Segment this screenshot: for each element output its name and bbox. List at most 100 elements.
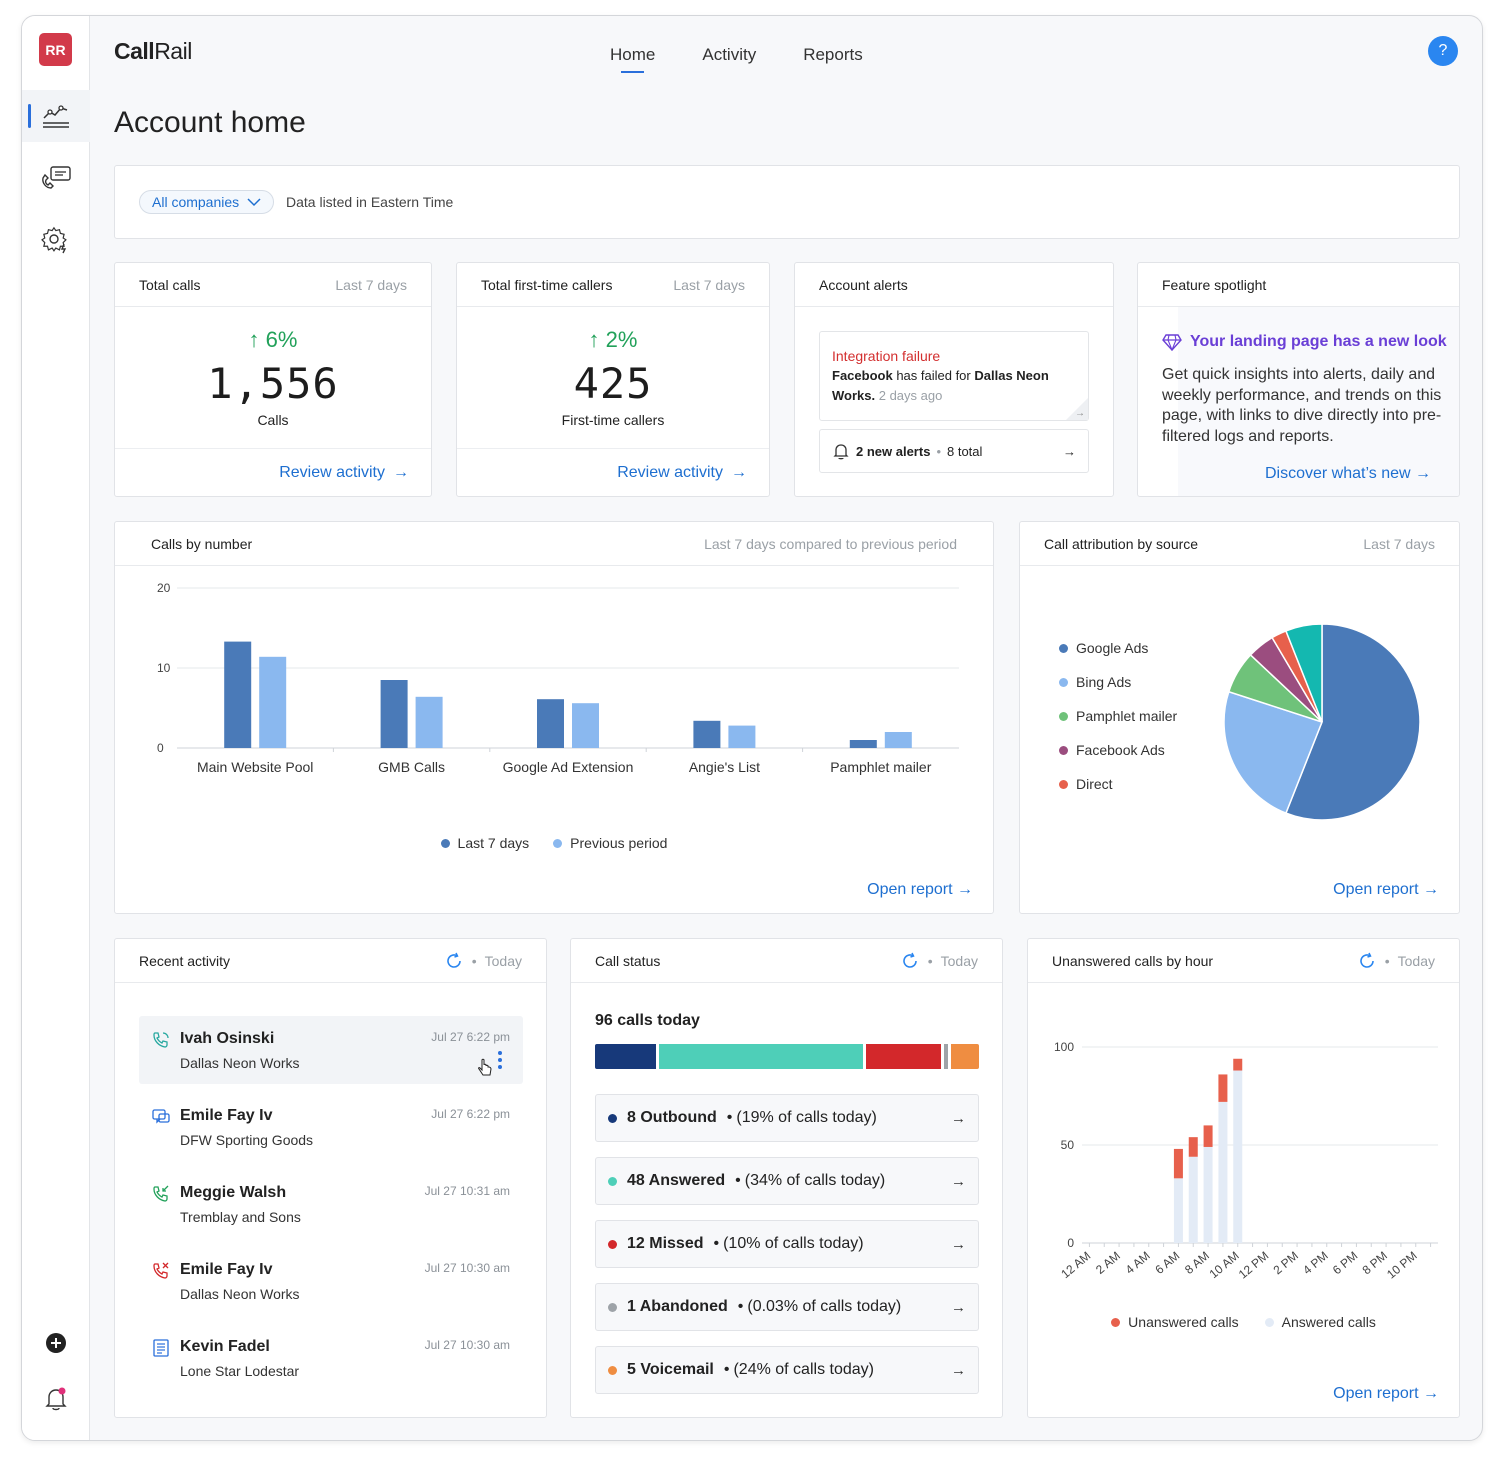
activity-row[interactable]: Meggie Walsh Tremblay and Sons Jul 27 10…: [139, 1170, 523, 1238]
kpi-label: Calls: [257, 412, 289, 428]
sidebar: RR: [22, 16, 90, 1440]
card-title: Total first-time callers: [481, 276, 613, 293]
arrow-right-icon: →: [951, 1298, 966, 1316]
bar-segment[interactable]: [1218, 1101, 1228, 1243]
help-button[interactable]: ?: [1428, 36, 1458, 66]
status-row-voicemail[interactable]: 5 Voicemail • (24% of calls today) →: [595, 1346, 979, 1394]
bar-segment[interactable]: [1188, 1137, 1198, 1157]
legend-item: Direct: [1059, 776, 1177, 792]
bar-segment[interactable]: [1203, 1125, 1213, 1147]
bar-segment[interactable]: [1218, 1074, 1228, 1102]
refresh-icon[interactable]: [444, 951, 464, 971]
nav-home[interactable]: Home: [610, 45, 656, 73]
x-tick-label: Pamphlet mailer: [830, 759, 931, 775]
arrow-right-icon: →: [1415, 465, 1431, 482]
first-time-callers-card: Total first-time callers Last 7 days ↑ 2%…: [456, 262, 770, 497]
calls-total: 96 calls today: [595, 1012, 700, 1029]
app-window: RR CallRail Home Activity Reports ? Acco…: [21, 15, 1483, 1441]
alert-item[interactable]: Integration failure Facebook has failed …: [819, 331, 1089, 421]
timezone-note: Data listed in Eastern Time: [286, 194, 454, 210]
timestamp: Jul 27 6:22 pm: [431, 1030, 510, 1044]
contact-name: Emile Fay Iv: [180, 1107, 273, 1124]
date-range: Today: [1397, 952, 1435, 969]
bar-segment[interactable]: [1233, 1058, 1243, 1071]
open-report-link[interactable]: Open report: [867, 881, 953, 898]
callrail-logo[interactable]: CallRail: [114, 38, 192, 64]
arrow-right-icon: →: [951, 1109, 966, 1127]
notifications-icon[interactable]: [22, 1386, 90, 1412]
refresh-icon[interactable]: [1357, 951, 1377, 971]
spotlight-background-graphic: [1178, 307, 1459, 496]
main-nav: Home Activity Reports: [610, 45, 863, 73]
bar[interactable]: [259, 656, 287, 748]
x-tick-label: 12 PM: [1236, 1249, 1272, 1282]
bar[interactable]: [224, 641, 252, 748]
contact-name: Kevin Fadel: [180, 1338, 270, 1355]
call-attribution-card: Call attribution by source Last 7 days Go…: [1019, 521, 1460, 914]
account-avatar[interactable]: RR: [39, 33, 72, 66]
activity-row[interactable]: Kevin Fadel Lone Star Lodestar Jul 27 10…: [139, 1324, 523, 1392]
open-report-link[interactable]: Open report: [1333, 1385, 1419, 1402]
x-tick-label: 2 PM: [1271, 1249, 1301, 1278]
company-name: Dallas Neon Works: [180, 1055, 300, 1071]
arrow-up-icon: ↑: [248, 327, 260, 352]
bar[interactable]: [728, 725, 756, 748]
discover-link[interactable]: Discover what’s new: [1265, 465, 1411, 482]
status-row-missed[interactable]: 12 Missed • (10% of calls today) →: [595, 1220, 979, 1268]
x-tick-label: 4 PM: [1300, 1249, 1330, 1278]
more-options-icon[interactable]: [497, 1050, 503, 1070]
status-row-answered[interactable]: 48 Answered • (34% of calls today) →: [595, 1157, 979, 1205]
status-row-abandoned[interactable]: 1 Abandoned • (0.03% of calls today) →: [595, 1283, 979, 1331]
card-title: Unanswered calls by hour: [1052, 952, 1214, 969]
bar-segment[interactable]: [1173, 1178, 1183, 1243]
nav-reports[interactable]: Reports: [803, 45, 863, 64]
open-report-link[interactable]: Open report: [1333, 881, 1419, 898]
x-tick-label: 6 PM: [1330, 1249, 1360, 1278]
review-activity-link[interactable]: Review activity: [617, 463, 723, 481]
bar[interactable]: [849, 740, 877, 748]
card-title: Calls by number: [151, 535, 253, 552]
nav-activity[interactable]: Activity: [702, 45, 757, 64]
settings-icon[interactable]: [22, 214, 90, 266]
activity-row[interactable]: Emile Fay Iv Dallas Neon Works Jul 27 10…: [139, 1247, 523, 1315]
chat-icon: [152, 1109, 170, 1124]
add-icon[interactable]: [22, 1332, 90, 1354]
voicemail-segment: [951, 1044, 979, 1069]
alerts-summary[interactable]: 2 new alerts • 8 total →: [819, 429, 1089, 473]
review-activity-link[interactable]: Review activity: [279, 463, 385, 481]
chart-legend: Unanswered calls Answered calls: [1028, 1314, 1459, 1330]
card-title: Call attribution by source: [1044, 535, 1199, 552]
bar-segment[interactable]: [1233, 1070, 1243, 1243]
spotlight-headline: Your landing page has a new look: [1162, 333, 1447, 351]
company-select[interactable]: All companies: [139, 190, 275, 214]
activity-row[interactable]: Emile Fay Iv DFW Sporting Goods Jul 27 6…: [139, 1093, 523, 1161]
bar[interactable]: [415, 696, 443, 748]
status-row-outbound[interactable]: 8 Outbound • (19% of calls today) →: [595, 1094, 979, 1142]
bar-segment[interactable]: [1188, 1156, 1198, 1243]
refresh-icon[interactable]: [900, 951, 920, 971]
pie-slice[interactable]: [1284, 623, 1323, 723]
company-name: Dallas Neon Works: [180, 1286, 300, 1302]
legend-item: Unanswered calls: [1111, 1314, 1239, 1330]
conversations-icon[interactable]: [22, 152, 90, 204]
x-tick-label: Main Website Pool: [197, 759, 313, 775]
bar[interactable]: [884, 732, 912, 748]
pie-slice[interactable]: [1284, 623, 1421, 821]
legend-item: Last 7 days: [440, 835, 529, 851]
bar-segment[interactable]: [1173, 1148, 1183, 1179]
pie-legend: Google Ads Bing Ads Pamphlet mailer Face…: [1059, 640, 1177, 792]
bar-segment[interactable]: [1203, 1146, 1213, 1243]
bar[interactable]: [693, 720, 721, 748]
analytics-icon[interactable]: [22, 90, 90, 142]
change-indicator: ↑ 6%: [248, 327, 298, 352]
contact-name: Meggie Walsh: [180, 1184, 287, 1201]
bell-icon: [833, 444, 849, 460]
activity-row[interactable]: Ivah Osinski Dallas Neon Works Jul 27 6:…: [139, 1016, 523, 1084]
bar[interactable]: [380, 680, 408, 748]
bar[interactable]: [572, 703, 599, 748]
y-tick-label: 0: [1067, 1236, 1074, 1250]
chart-legend: Last 7 days Previous period: [115, 835, 993, 851]
bar[interactable]: [537, 699, 564, 748]
pie-slice[interactable]: [1223, 690, 1323, 815]
